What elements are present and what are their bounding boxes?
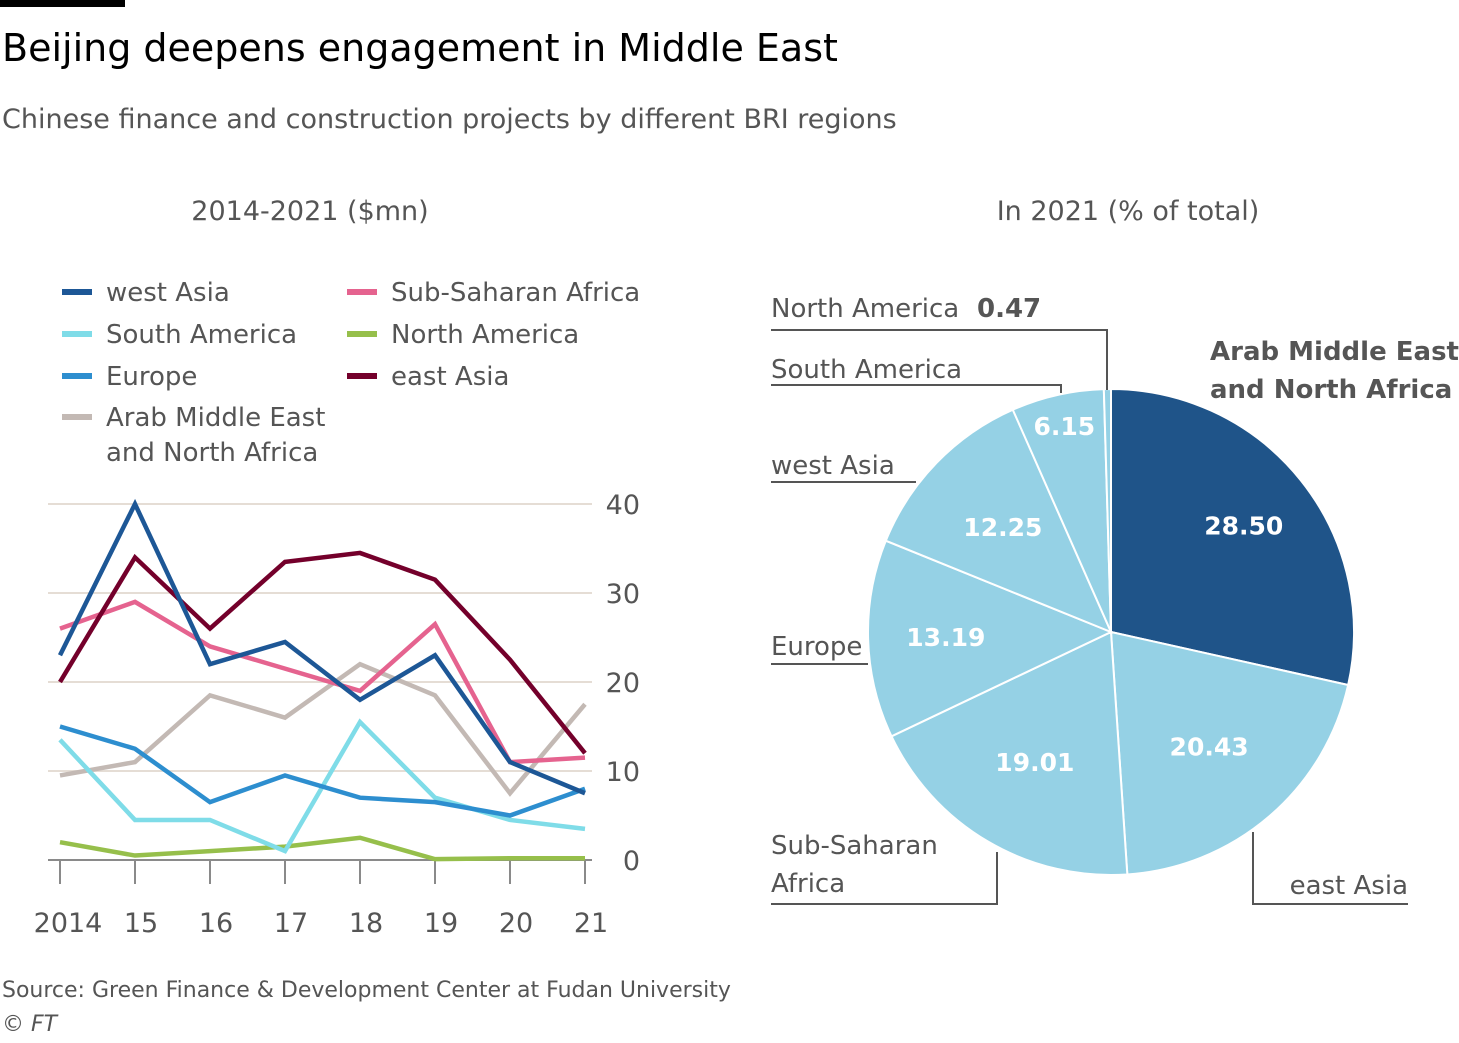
leader-line [771,384,1062,393]
pie-external-label: and North Africa [1210,375,1452,405]
pie-external-label: east Asia [1290,871,1408,901]
pie-slice-4 [884,408,1113,634]
pie-external-label: west Asia [771,451,895,481]
y-tick-label: 0 [623,846,640,877]
x-tick-label: 18 [349,908,383,939]
pie-slice-2 [890,630,1129,876]
pie-external-label: Europe [771,632,862,662]
x-tick-label: 20 [499,908,533,939]
pie-slice-1 [1109,630,1350,876]
pie-value-label: 6.15 [1033,412,1095,441]
legend-label: west Asia [106,278,230,308]
series-line-0 [57,498,586,796]
chart-title: Beijing deepens engagement in Middle Eas… [2,26,838,70]
x-tick-label: 21 [574,908,608,939]
leader-line [771,329,1108,390]
legend-label: east Asia [391,362,509,392]
legend-label: and North Africa [106,438,318,468]
pie-slice-3 [867,539,1114,738]
pie-value-label: 28.50 [1204,512,1283,541]
x-tick-label: 2014 [34,908,103,939]
x-tick-label: 15 [124,908,158,939]
pie-value-label: 20.43 [1170,732,1249,761]
series-line-4 [59,724,586,818]
line-chart-title: 2014-2021 ($mn) [191,196,428,227]
x-tick-label: 17 [274,908,308,939]
series-line-5 [58,550,587,755]
pie-external-label: South America [771,355,962,385]
x-tick-label: 16 [199,908,233,939]
pie-value-label: 13.19 [906,623,985,652]
y-tick-label: 30 [606,579,640,610]
y-tick-label: 10 [606,757,640,788]
top-accent-bar [0,0,125,7]
legend-label: Arab Middle East [106,403,325,433]
legend-label: Sub-Saharan Africa [391,278,640,308]
series-line-1 [59,599,586,765]
chart-subtitle: Chinese finance and construction project… [2,104,897,135]
legend-label: Europe [106,362,197,392]
credit-note: © FT [2,1012,58,1037]
pie-value-label: 12.25 [963,513,1042,542]
legend-label: South America [106,320,297,350]
x-tick-label: 19 [424,908,458,939]
pie-external-label: Sub-Saharan [771,831,938,861]
series-line-3 [59,835,585,862]
series-line-6 [59,661,587,797]
pie-slice-0 [1110,387,1355,687]
source-note: Source: Green Finance & Development Cent… [2,978,731,1003]
pie-value-label: 19.01 [995,748,1074,777]
leader-line [771,852,998,905]
y-tick-label: 40 [606,490,640,521]
legend-label: North America [391,320,579,350]
pie-external-label: Arab Middle East [1210,337,1459,367]
pie-external-label: North America [771,294,959,324]
pie-external-value: 0.47 [977,294,1041,324]
leader-line [1252,832,1408,905]
pie-external-label: Africa [771,869,845,899]
pie-chart-title: In 2021 (% of total) [997,196,1260,227]
y-tick-label: 20 [606,668,640,699]
